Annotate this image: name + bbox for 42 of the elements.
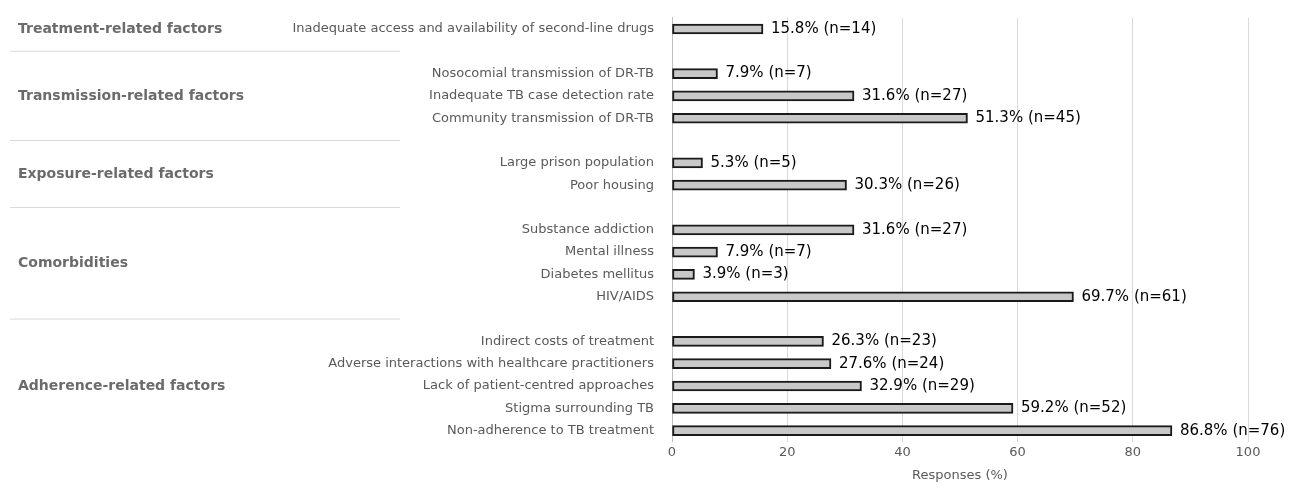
x-tick-label: 80 xyxy=(1124,443,1142,459)
data-label: 5.3% (n=5) xyxy=(710,152,797,171)
x-tick-label: 20 xyxy=(778,443,796,459)
y-tick-label: Stigma surrounding TB xyxy=(505,399,654,415)
data-label: 31.6% (n=27) xyxy=(862,85,968,104)
data-label: 86.8% (n=76) xyxy=(1179,420,1286,439)
text: Transmission-related factors xyxy=(18,86,245,103)
data-label: 26.3% (n=23) xyxy=(831,331,937,350)
x-tick-label: 40 xyxy=(894,443,911,459)
x-tick-label: 0 xyxy=(667,443,677,459)
text: Adherence-related factors xyxy=(18,376,226,393)
data-label: 7.9% (n=7) xyxy=(725,242,812,261)
data-label: 3.9% (n=3) xyxy=(702,264,789,283)
data-label: 59.2% (n=52) xyxy=(1020,398,1127,417)
text: Exposure-related factors xyxy=(18,164,214,181)
y-tick-label: Nosocomial transmission of DR-TB xyxy=(431,64,654,80)
y-tick-label: Mental illness xyxy=(565,243,655,259)
text: Treatment-related factors xyxy=(18,19,223,36)
y-tick-label: Non-adherence to TB treatment xyxy=(446,422,654,438)
y-tick-label: Substance addiction xyxy=(521,221,654,237)
data-label: 31.6% (n=27) xyxy=(862,219,968,238)
data-label: 15.8% (n=14) xyxy=(771,18,877,37)
y-tick-label: Lack of patient-centred approaches xyxy=(422,377,655,393)
text: Comorbidities xyxy=(18,253,128,270)
y-tick-label: Large prison population xyxy=(499,154,654,170)
y-tick-label: Diabetes mellitus xyxy=(540,265,655,281)
data-label: 69.7% (n=61) xyxy=(1081,286,1187,305)
data-label: 7.9% (n=7) xyxy=(725,63,812,82)
y-tick-label: Inadequate TB case detection rate xyxy=(429,87,654,103)
x-tick-label: 100 xyxy=(1235,443,1261,459)
data-label: 51.3% (n=45) xyxy=(975,108,1081,127)
y-tick-label: Poor housing xyxy=(569,176,654,192)
x-axis-title: Responses (%) xyxy=(912,466,1008,482)
y-tick-label: Adverse interactions with healthcare practitioners xyxy=(328,355,655,371)
y-tick-label: Indirect costs of treatment xyxy=(480,332,654,348)
data-label: 27.6% (n=24) xyxy=(838,353,945,372)
y-tick-label: Inadequate access and availability of second-line drugs xyxy=(292,20,655,36)
y-tick-label: Community transmission of DR-TB xyxy=(431,109,654,125)
y-tick-label: HIV/AIDS xyxy=(596,288,654,304)
data-label: 32.9% (n=29) xyxy=(869,375,975,394)
x-tick-label: 60 xyxy=(1009,443,1026,459)
data-label: 30.3% (n=26) xyxy=(854,175,960,194)
